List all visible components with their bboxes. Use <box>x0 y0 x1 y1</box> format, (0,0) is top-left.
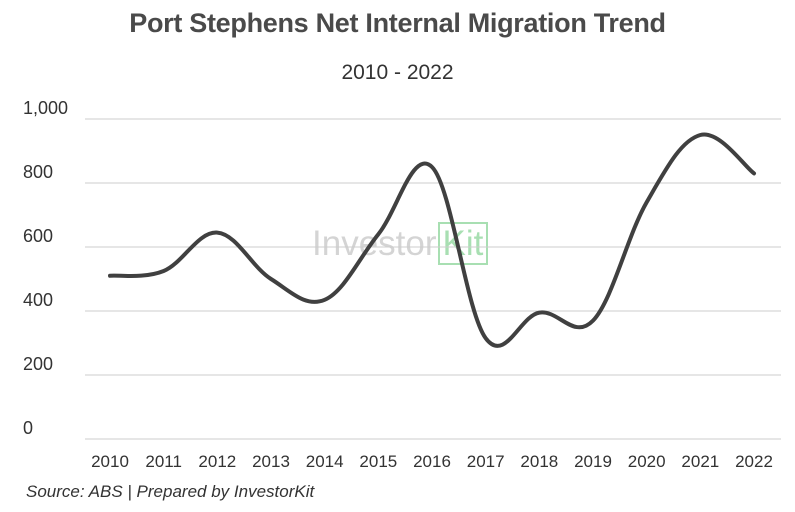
x-tick-label: 2020 <box>628 452 666 471</box>
x-tick-label: 2019 <box>574 452 612 471</box>
x-tick-label: 2010 <box>91 452 129 471</box>
x-tick-label: 2016 <box>413 452 451 471</box>
series-lines <box>108 132 756 348</box>
x-tick-label: 2012 <box>198 452 236 471</box>
watermark-text-investor: Investor <box>312 224 437 263</box>
chart-subtitle: 2010 - 2022 <box>341 61 454 84</box>
series-line-0 <box>108 132 756 348</box>
y-tick-label: 0 <box>23 418 33 438</box>
x-tick-label: 2021 <box>681 452 719 471</box>
x-tick-label: 2011 <box>145 452 182 471</box>
x-tick-label: 2017 <box>467 452 505 471</box>
x-tick-label: 2014 <box>306 452 344 471</box>
watermark-text-kit: Kit <box>437 222 489 265</box>
x-tick-label: 2013 <box>252 452 290 471</box>
x-tick-label: 2015 <box>359 452 397 471</box>
y-tick-label: 400 <box>23 290 53 310</box>
y-tick-label: 800 <box>23 162 53 182</box>
y-tick-label: 600 <box>23 226 53 246</box>
y-tick-label: 200 <box>23 354 53 374</box>
y-tick-label: 1,000 <box>23 98 68 118</box>
x-axis-ticks: 2010 2011 2012 2013 2014 2015 2016 2017 2018 2019… <box>91 452 773 471</box>
source-note: Source: ABS | Prepared by InvestorKit <box>26 482 315 501</box>
chart-title: Port Stephens Net Internal Migration Tre… <box>129 8 666 38</box>
x-tick-label: 2018 <box>520 452 558 471</box>
x-tick-label: 2022 <box>735 452 773 471</box>
gridlines <box>85 118 781 440</box>
y-axis-ticks: 0 200 400 600 800 1,000 <box>23 98 68 438</box>
investorkit-watermark: Investor Kit <box>312 222 489 265</box>
